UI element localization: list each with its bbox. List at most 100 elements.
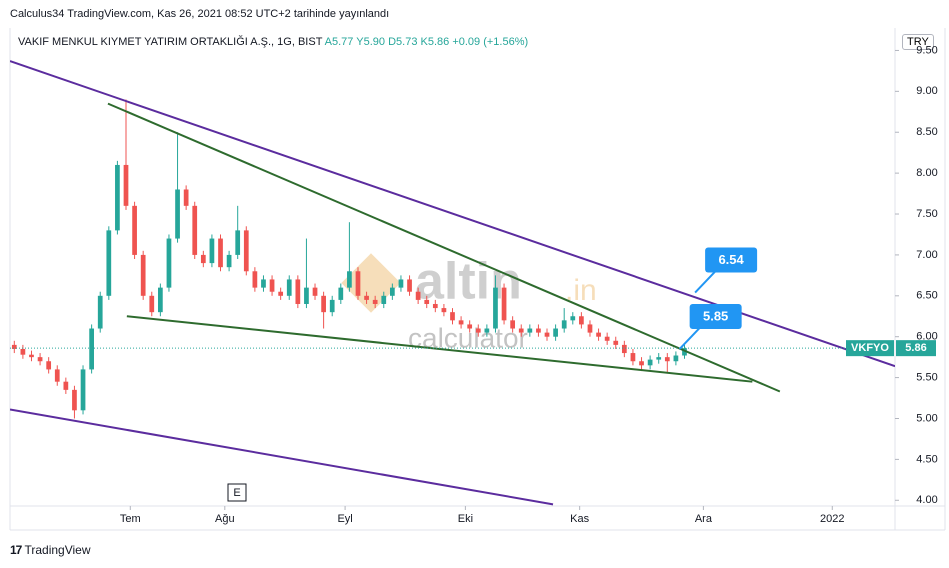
candle-body (613, 340, 619, 345)
candle-body (252, 271, 258, 288)
ohlc: A5.77 (324, 36, 354, 48)
candle-body (243, 230, 249, 272)
trendline (10, 60, 895, 368)
y-tick-label: 4.50 (916, 453, 937, 465)
candle-body (261, 279, 266, 288)
trendline (126, 315, 753, 383)
candle-body (132, 205, 137, 255)
candle-body (63, 381, 69, 390)
candle-body (604, 336, 610, 341)
y-tick-label: 8.00 (916, 167, 937, 179)
callout-label: 5.85 (703, 308, 728, 323)
candle-body (647, 359, 653, 366)
candle-body (630, 353, 636, 362)
currency-badge: TRY (902, 34, 934, 50)
candle-body (321, 295, 326, 313)
candle-body (372, 299, 378, 304)
candle-body (312, 287, 318, 296)
candle-body (587, 324, 593, 333)
candle-body (149, 295, 155, 313)
candle-body (536, 328, 541, 333)
ohlc: K5.86 (420, 36, 450, 48)
candle-body (475, 328, 481, 333)
candle-body (424, 299, 430, 304)
candle-body (596, 332, 601, 337)
candle-body (80, 369, 86, 411)
y-tick-label: 9.50 (916, 44, 937, 56)
candle-body (639, 361, 644, 366)
candle-body (286, 279, 292, 296)
callout-box (705, 247, 758, 273)
candle-body (72, 389, 77, 411)
candle-body (115, 164, 120, 231)
candle-body (682, 348, 687, 356)
candle-body (570, 316, 576, 321)
candle-body (158, 287, 163, 313)
candle-body (89, 328, 94, 370)
symbol: VAKIF MENKUL KIYMET YATIRIM ORTAKLIĞI A.… (18, 36, 323, 48)
candle-body (621, 344, 627, 354)
symbol-line: VAKIF MENKUL KIYMET YATIRIM ORTAKLIĞI A.… (18, 36, 528, 48)
candle-body (46, 361, 52, 370)
candle-body (484, 328, 490, 333)
candle-body (432, 303, 438, 309)
candle-body (527, 328, 533, 333)
y-tick-label: 6.00 (916, 331, 937, 343)
event-marker[interactable] (227, 483, 247, 502)
last-price-symbol-box (846, 340, 894, 357)
x-tick-label: Ağu (215, 513, 235, 525)
candle-body (175, 189, 180, 239)
candle-body (11, 344, 17, 349)
candle-body (218, 238, 223, 268)
callout-pointer (678, 327, 701, 350)
callout-pointer (694, 270, 716, 294)
candle-body (553, 328, 558, 337)
candle-body (329, 299, 335, 313)
candle-body (561, 320, 567, 329)
published-note: Calculus34 TradingView.com, Kas 26, 2021… (10, 8, 390, 20)
candle-body (493, 287, 498, 329)
candle-body (278, 291, 284, 296)
last-price-label: 5.86 (905, 342, 926, 354)
candle-body (656, 357, 662, 360)
candle-body (295, 279, 301, 304)
candle-body (183, 189, 189, 206)
candle-body (467, 324, 473, 329)
candle-body (209, 238, 215, 264)
candle-body (501, 287, 507, 321)
plot (10, 60, 895, 506)
ohlc: Y5.90 (356, 36, 386, 48)
x-tick-label: Kas (570, 513, 589, 525)
candle-body (54, 369, 60, 382)
candle-body (123, 164, 129, 206)
y-tick-label: 5.50 (916, 372, 937, 384)
candle-body (37, 357, 43, 362)
event-marker-label[interactable]: E (233, 487, 240, 499)
candle-body (29, 354, 34, 358)
candle-body (20, 348, 26, 355)
x-tick-label: Tem (120, 513, 141, 525)
callout-label: 6.54 (718, 252, 744, 267)
y-tick-label: 4.00 (916, 494, 937, 506)
last-price-symbol: VKFYO (851, 342, 889, 354)
candle-body (381, 295, 387, 304)
y-tick-label: 7.00 (916, 249, 937, 261)
y-tick-label: 9.00 (916, 85, 937, 97)
candle-body (364, 295, 369, 300)
candle-body (347, 271, 352, 288)
candle-body (166, 238, 172, 288)
candle-body (140, 254, 146, 296)
x-tick-label: Ara (695, 513, 713, 525)
y-tick-label: 6.50 (916, 290, 937, 302)
candle-body (269, 279, 275, 292)
candle-body (106, 230, 112, 296)
x-tick-label: 2022 (820, 513, 844, 525)
candle-body (518, 328, 524, 333)
candle-body (450, 312, 455, 321)
candle-body (226, 254, 232, 268)
callout-box (689, 303, 742, 329)
y-tick-label: 5.00 (916, 412, 937, 424)
ohlc-change: +0.09 (+1.56%) (452, 36, 529, 48)
candle-body (389, 287, 395, 296)
